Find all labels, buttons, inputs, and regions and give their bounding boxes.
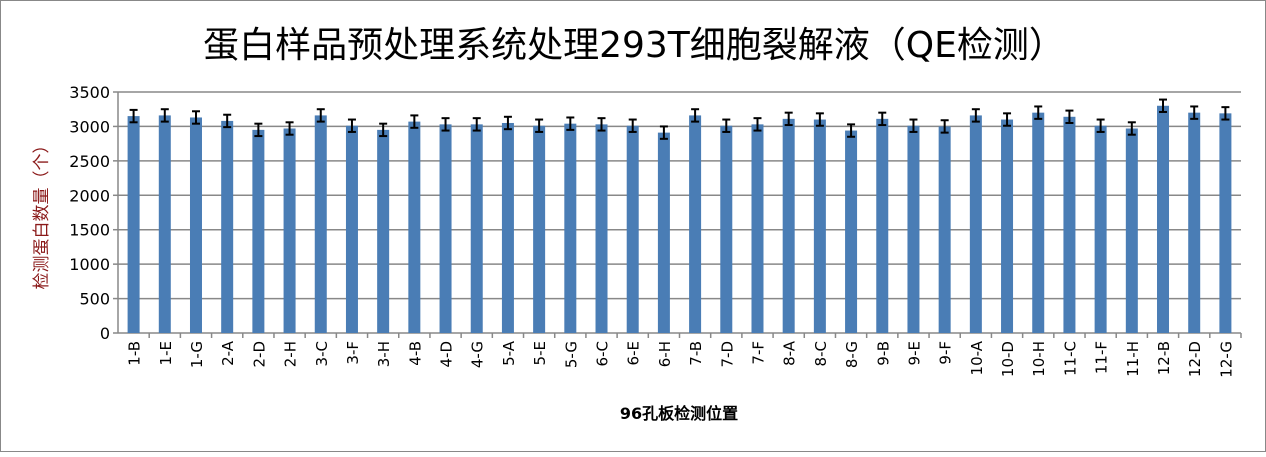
bar xyxy=(1157,105,1170,334)
bar xyxy=(626,125,639,334)
bar xyxy=(1219,113,1232,334)
y-tick-label: 0 xyxy=(100,324,110,343)
x-tick-label: 6-E xyxy=(625,341,643,365)
x-tick-label: 1-G xyxy=(188,341,206,368)
x-tick-label: 6-H xyxy=(656,341,674,367)
x-tick-label: 1-E xyxy=(157,341,175,365)
x-tick-label: 9-E xyxy=(905,341,923,365)
bar xyxy=(189,117,202,333)
x-tick-label: 8-G xyxy=(843,341,861,368)
x-tick-label: 10-D xyxy=(999,341,1017,377)
y-tick-label: 3000 xyxy=(69,117,110,136)
y-tick-label: 2500 xyxy=(69,152,110,171)
x-tick-label: 2-D xyxy=(250,341,268,368)
bar xyxy=(470,124,483,333)
y-tick-label: 3500 xyxy=(69,83,110,102)
x-tick-label: 5-A xyxy=(500,340,518,366)
x-tick-label: 2-H xyxy=(282,341,300,367)
y-tick-label: 1500 xyxy=(69,221,110,240)
x-tick-label: 4-D xyxy=(438,341,456,368)
x-tick-label: 5-G xyxy=(562,341,580,368)
bar xyxy=(1188,112,1201,334)
bar xyxy=(751,124,764,333)
bar xyxy=(845,130,858,333)
x-tick-label: 12-B xyxy=(1155,341,1173,375)
x-tick-label: 5-E xyxy=(531,341,549,365)
bar xyxy=(345,125,358,334)
x-tick-label: 9-B xyxy=(874,341,892,366)
bar xyxy=(1094,125,1107,334)
bar xyxy=(782,118,795,334)
bar xyxy=(439,124,452,333)
bar xyxy=(158,115,171,333)
y-axis-label: 检测蛋白数量（个） xyxy=(32,137,52,290)
x-tick-label: 11-C xyxy=(1061,341,1079,376)
bar xyxy=(969,115,982,333)
y-tick-label: 1000 xyxy=(69,255,110,274)
x-tick-label: 12-D xyxy=(1186,341,1204,377)
bar xyxy=(377,129,390,333)
x-tick-label: 4-G xyxy=(469,341,487,368)
bar xyxy=(689,115,702,333)
bar xyxy=(595,124,608,333)
bar xyxy=(938,126,951,333)
chart-title: 蛋白样品预处理系统处理293T细胞裂解液（QE检测） xyxy=(203,25,1065,66)
bar xyxy=(1032,112,1045,334)
bar xyxy=(813,119,826,334)
x-tick-label: 10-A xyxy=(968,340,986,375)
bar xyxy=(501,122,514,333)
bar xyxy=(1063,116,1076,333)
x-axis-label: 96孔板检测位置 xyxy=(620,404,738,423)
x-tick-label: 7-D xyxy=(718,341,736,368)
bar xyxy=(533,125,546,334)
bar xyxy=(408,121,421,333)
x-tick-label: 7-F xyxy=(749,341,767,365)
bar xyxy=(1001,119,1014,334)
x-tick-label: 10-H xyxy=(1030,341,1048,377)
bar xyxy=(314,115,327,333)
y-tick-label: 500 xyxy=(79,290,110,309)
x-tick-label: 11-F xyxy=(1093,341,1111,374)
x-tick-label: 8-C xyxy=(812,341,830,366)
bar xyxy=(907,125,920,334)
x-tick-label: 4-B xyxy=(406,341,424,366)
bar xyxy=(283,128,296,333)
bar xyxy=(720,125,733,334)
bar xyxy=(221,120,234,333)
x-tick-label: 3-H xyxy=(375,341,393,367)
x-tick-label: 3-C xyxy=(313,341,331,366)
bar xyxy=(876,118,889,334)
y-tick-label: 2000 xyxy=(69,186,110,205)
x-tick-label: 6-C xyxy=(594,341,612,366)
x-tick-label: 12-G xyxy=(1217,341,1235,378)
x-tick-label: 8-A xyxy=(781,340,799,366)
x-tick-label: 9-F xyxy=(937,341,955,365)
x-tick-label: 7-B xyxy=(687,341,705,366)
bar xyxy=(657,132,670,333)
bar xyxy=(252,129,265,333)
x-tick-label: 3-F xyxy=(344,341,362,365)
bar xyxy=(127,116,140,333)
bar xyxy=(564,123,577,333)
x-tick-label: 11-H xyxy=(1124,341,1142,377)
x-tick-label: 2-A xyxy=(219,340,237,366)
x-tick-label: 1-B xyxy=(126,341,144,366)
bar xyxy=(1125,128,1138,333)
